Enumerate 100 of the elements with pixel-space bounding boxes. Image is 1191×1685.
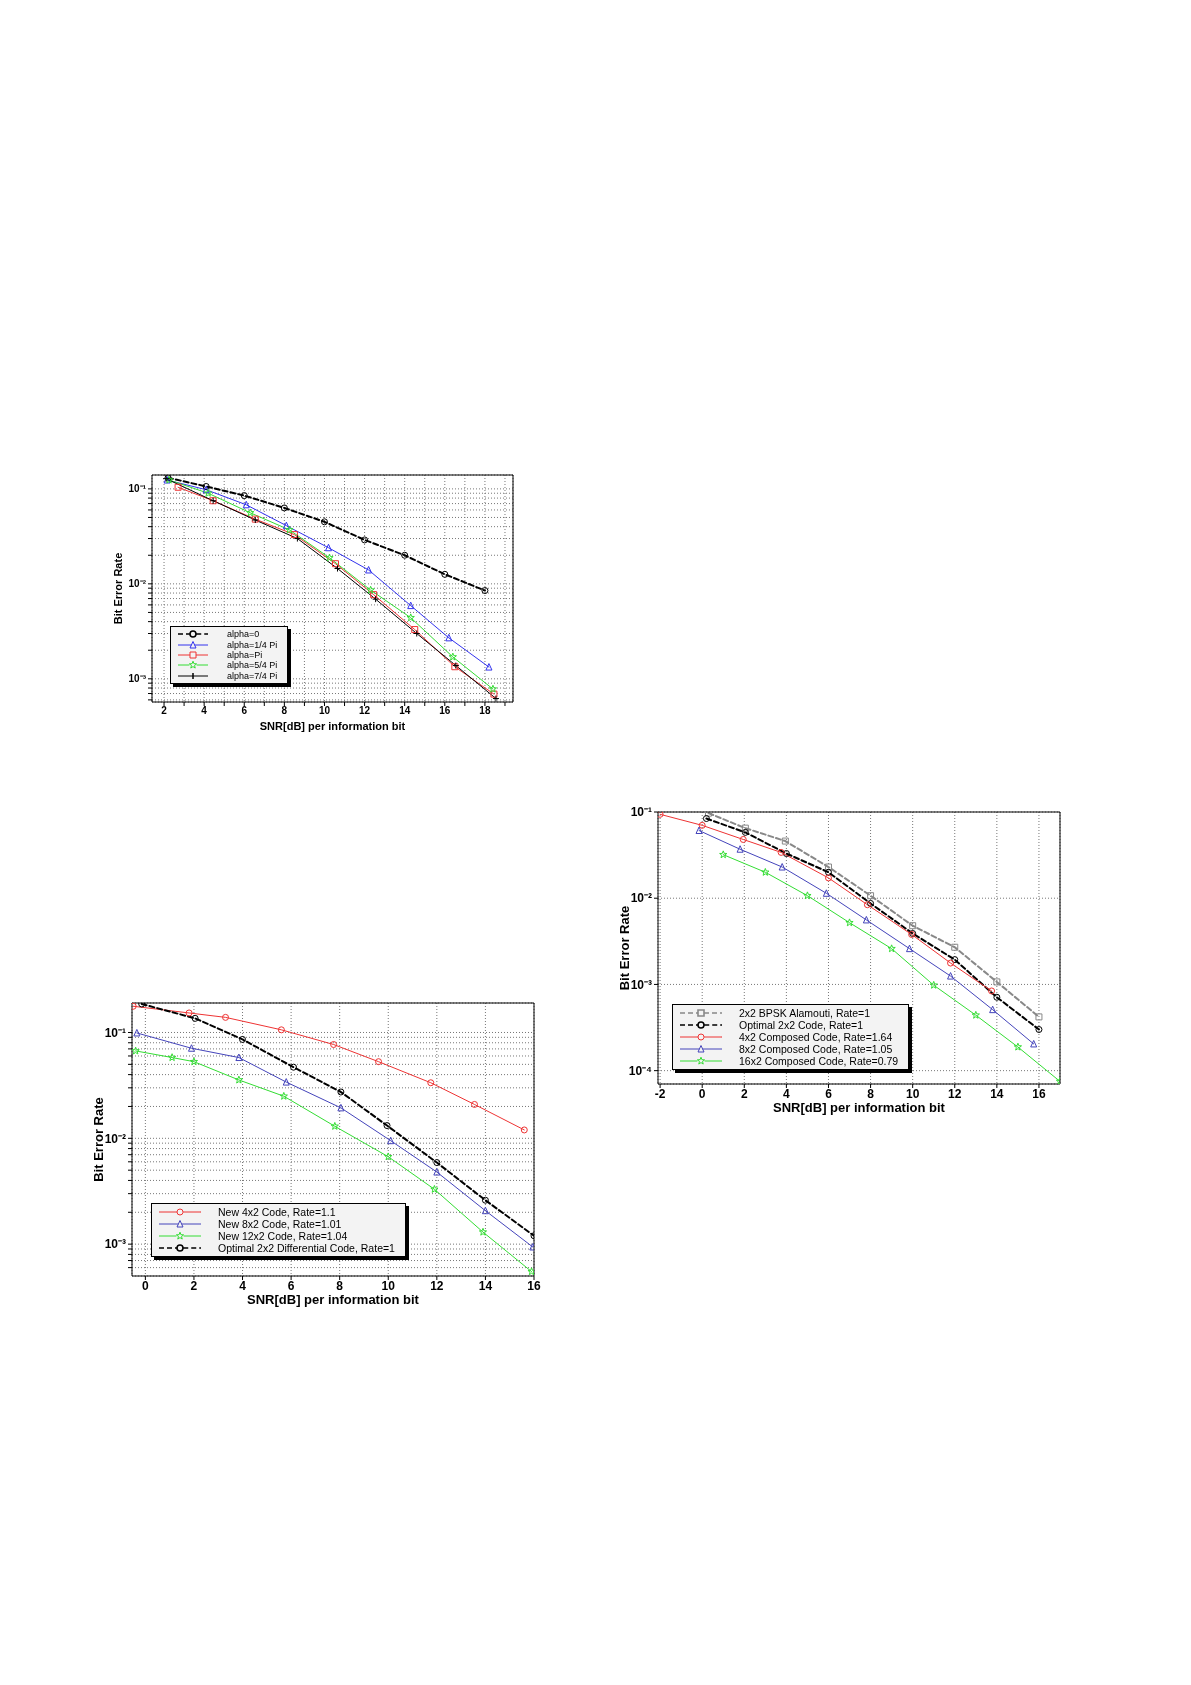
point bbox=[239, 1035, 247, 1043]
y-axis-title: Bit Error Rate bbox=[90, 1097, 106, 1182]
point bbox=[411, 626, 419, 634]
point bbox=[741, 824, 749, 832]
legend-label: alpha=0 bbox=[227, 629, 260, 640]
point bbox=[246, 508, 255, 517]
point bbox=[133, 1028, 141, 1037]
point bbox=[470, 1100, 478, 1108]
point bbox=[695, 826, 703, 835]
x-tick-label: 16 bbox=[527, 1278, 541, 1293]
point bbox=[845, 918, 854, 927]
x-tick-label: 10 bbox=[905, 1086, 920, 1101]
y-tick-label: 10⁻² bbox=[128, 578, 147, 590]
point bbox=[383, 1122, 391, 1130]
point bbox=[485, 663, 493, 671]
point bbox=[277, 1026, 285, 1034]
point bbox=[867, 899, 875, 907]
legend-label: alpha=5/4 Pi bbox=[227, 660, 278, 671]
point bbox=[448, 652, 457, 661]
point bbox=[824, 874, 832, 882]
point bbox=[433, 1168, 441, 1176]
legend-label: Optimal 2x2 Code, Rate=1 bbox=[739, 1018, 864, 1031]
point bbox=[719, 850, 728, 859]
point bbox=[406, 613, 415, 622]
y-axis-title: Bit Error Rate bbox=[111, 552, 124, 625]
x-tick-label: 4 bbox=[239, 1278, 247, 1293]
legend-label: Optimal 2x2 Differential Code, Rate=1 bbox=[218, 1241, 395, 1254]
point bbox=[375, 1058, 383, 1066]
point bbox=[132, 1046, 140, 1055]
x-tick-label: -2 bbox=[654, 1086, 666, 1101]
point bbox=[824, 863, 832, 871]
point bbox=[989, 1005, 997, 1014]
legend-label: New 4x2 Code, Rate=1.1 bbox=[218, 1205, 336, 1218]
point bbox=[778, 863, 786, 871]
point bbox=[366, 585, 375, 594]
point bbox=[490, 690, 498, 698]
x-tick-label: 4 bbox=[783, 1086, 791, 1101]
x-tick-label: 6 bbox=[825, 1086, 833, 1101]
point bbox=[174, 483, 182, 491]
point bbox=[282, 521, 290, 530]
point bbox=[330, 1041, 338, 1048]
point bbox=[242, 500, 250, 509]
y-tick-label: 10⁻² bbox=[104, 1131, 126, 1146]
x-tick-label: 16 bbox=[439, 705, 451, 717]
point bbox=[782, 850, 790, 858]
point bbox=[702, 815, 710, 823]
point bbox=[1035, 1013, 1043, 1021]
point bbox=[947, 959, 955, 967]
point bbox=[947, 972, 955, 980]
point bbox=[863, 901, 871, 909]
point bbox=[481, 1206, 489, 1215]
point bbox=[761, 867, 770, 876]
legend-label: 16x2 Composed Code, Rate=0.79 bbox=[739, 1054, 899, 1067]
point bbox=[370, 591, 378, 599]
point bbox=[337, 1103, 345, 1112]
x-tick-label: 12 bbox=[430, 1278, 444, 1293]
x-tick-label: 12 bbox=[359, 705, 371, 717]
point bbox=[185, 1009, 193, 1017]
point bbox=[906, 944, 914, 953]
legend-label: 4x2 Composed Code, Rate=1.64 bbox=[739, 1030, 893, 1043]
point bbox=[862, 915, 870, 924]
x-tick-label: 4 bbox=[201, 705, 208, 717]
point bbox=[951, 943, 959, 951]
x-tick-label: 10 bbox=[381, 1278, 396, 1293]
point bbox=[736, 845, 744, 853]
y-tick-label: 10⁻³ bbox=[128, 673, 147, 685]
legend-label: New 12x2 Code, Rate=1.04 bbox=[218, 1229, 348, 1242]
point bbox=[777, 848, 785, 856]
x-tick-label: 2 bbox=[190, 1278, 198, 1293]
x-tick-label: 10 bbox=[318, 705, 331, 717]
point bbox=[741, 828, 749, 836]
point bbox=[325, 553, 334, 562]
point bbox=[191, 1014, 199, 1022]
legend-label: alpha=Pi bbox=[227, 649, 263, 661]
point bbox=[290, 531, 298, 539]
point bbox=[520, 1126, 528, 1134]
point bbox=[282, 1078, 290, 1086]
point bbox=[234, 1075, 243, 1084]
point bbox=[739, 835, 747, 843]
point bbox=[330, 1121, 339, 1130]
point bbox=[527, 1267, 534, 1276]
point bbox=[324, 543, 332, 552]
point bbox=[167, 1053, 177, 1062]
point bbox=[372, 595, 380, 603]
y-tick-label: 10⁻² bbox=[630, 891, 652, 906]
point bbox=[240, 492, 248, 500]
point bbox=[365, 565, 373, 574]
y-tick-label: 10⁻¹ bbox=[128, 483, 147, 495]
point bbox=[188, 1044, 196, 1052]
point bbox=[361, 536, 369, 544]
x-tick-label: 8 bbox=[281, 705, 288, 717]
x-tick-label: 14 bbox=[990, 1086, 1004, 1101]
point bbox=[481, 587, 489, 595]
y-tick-label: 10⁻⁴ bbox=[628, 1063, 653, 1078]
x-tick-label: 2 bbox=[740, 1086, 748, 1101]
point bbox=[488, 684, 498, 693]
point bbox=[1035, 1026, 1043, 1033]
legend-label: New 8x2 Code, Rate=1.01 bbox=[218, 1217, 342, 1230]
point bbox=[887, 944, 896, 953]
point bbox=[332, 560, 340, 568]
